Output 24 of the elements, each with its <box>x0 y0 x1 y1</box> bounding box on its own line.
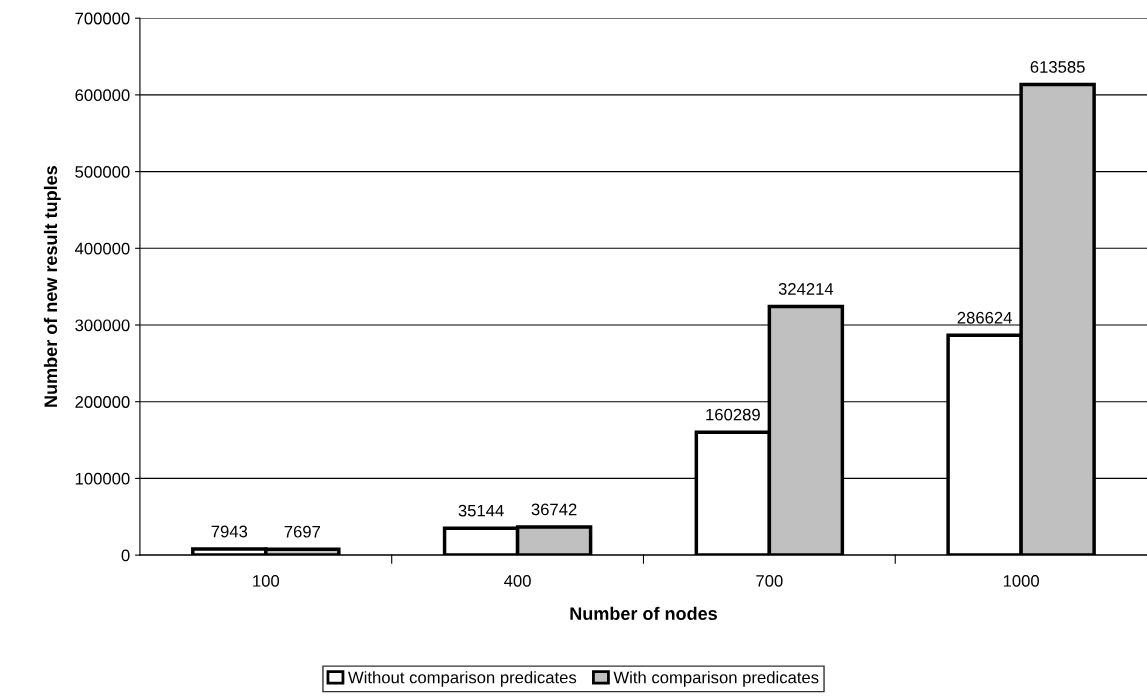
y-tick-label: 400000 <box>74 242 130 255</box>
data-label: 613585 <box>1030 61 1085 73</box>
x-tick-label: 400 <box>504 574 531 587</box>
y-tick-label: 0 <box>121 549 130 562</box>
x-tick-label: 100 <box>253 574 280 587</box>
data-label: 7697 <box>284 525 321 538</box>
x-axis-title: Number of nodes <box>570 606 717 621</box>
y-tick-label: 200000 <box>75 396 130 408</box>
y-tick-label: 500000 <box>75 166 130 178</box>
legend-label: With comparison predicates <box>613 671 819 687</box>
data-label: 286624 <box>957 311 1012 324</box>
data-label: 7943 <box>211 525 248 538</box>
x-tick-label: 1000 <box>1003 574 1040 587</box>
data-label: 324214 <box>778 283 834 295</box>
legend-label: Without comparison predicates <box>348 671 577 687</box>
data-label: 35144 <box>458 504 504 517</box>
y-tick-label: 300000 <box>75 319 130 332</box>
y-axis-title: Number of new result tuples <box>43 165 61 407</box>
y-tick-label: 100000 <box>75 472 130 485</box>
y-tick-label: 700000 <box>75 12 130 25</box>
data-label: 160289 <box>706 408 760 421</box>
y-tick-label: 600000 <box>75 89 130 102</box>
data-label: 36742 <box>531 503 577 516</box>
x-tick-label: 700 <box>756 574 783 587</box>
